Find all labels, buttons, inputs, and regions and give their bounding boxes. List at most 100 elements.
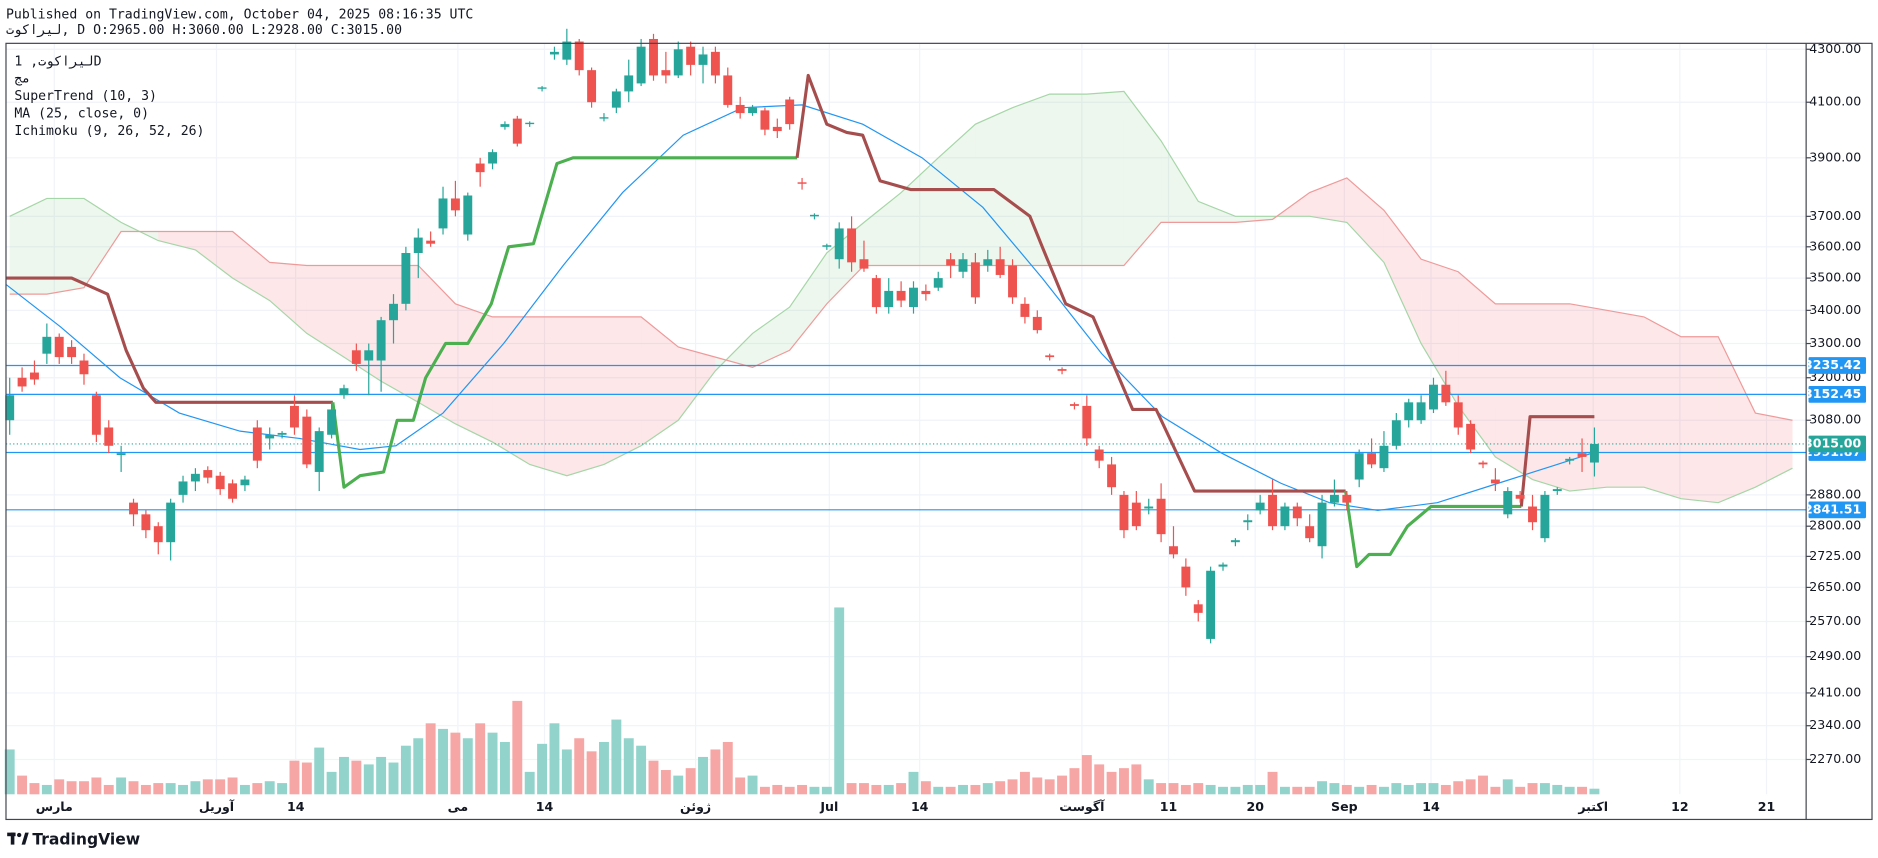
legend-entry: MA (25, close, 0) — [14, 106, 149, 121]
volume-bar — [301, 762, 312, 795]
candle-body — [1490, 479, 1500, 484]
cloud-segment — [975, 107, 1013, 266]
volume-bar — [784, 786, 795, 795]
volume-bar — [1193, 783, 1204, 795]
candle-body — [525, 122, 535, 125]
candle-body — [562, 41, 572, 60]
volume-bar — [1218, 786, 1228, 795]
candle-body — [537, 87, 547, 89]
volume-bar — [438, 728, 448, 795]
volume-bar — [1069, 768, 1080, 795]
candle-body — [1131, 502, 1141, 527]
volume-bar — [673, 775, 684, 795]
cloud-segment — [863, 192, 902, 266]
candle-body — [1367, 453, 1377, 465]
volume-bar — [1577, 786, 1587, 795]
ma-line — [5, 104, 1595, 512]
candle-body — [661, 70, 671, 76]
x-tick-label: Sep — [1331, 799, 1358, 814]
volume-bar — [821, 786, 832, 795]
legend-entry: Ichimoku (9, 26, 52, 26) — [14, 124, 204, 139]
volume-bar — [190, 781, 201, 795]
candle-body — [649, 38, 658, 76]
logo-shape — [17, 832, 22, 838]
candle-body — [376, 320, 386, 361]
volume-bar — [1180, 784, 1191, 795]
cloud-segment — [1755, 413, 1793, 488]
volume-bar — [648, 760, 659, 795]
candle-body — [302, 416, 312, 465]
candle-body — [995, 259, 1005, 275]
cloud-segment — [306, 265, 344, 358]
volume-bar — [512, 700, 523, 795]
cloud-segment — [1421, 259, 1459, 406]
volume-bar — [41, 784, 52, 795]
candle-body — [983, 259, 993, 266]
volume-bar — [425, 723, 436, 795]
y-tick-label: 3300.00 — [1809, 335, 1861, 350]
volume-bar — [462, 738, 473, 795]
candle-body — [5, 395, 15, 421]
candle-body — [1008, 265, 1017, 298]
volume-bar — [586, 751, 597, 795]
brand: TradingView — [32, 830, 140, 848]
volume-bar — [79, 781, 89, 795]
candle-body — [54, 336, 64, 358]
cloud-segment — [381, 265, 419, 403]
candle-body — [277, 432, 287, 435]
candle-body — [1255, 502, 1265, 511]
x-tick-label: 14 — [911, 799, 929, 814]
candle-body — [896, 290, 906, 301]
last-price-label: 3015.00 — [1804, 435, 1861, 450]
candle-body — [946, 259, 956, 266]
volume-bar — [660, 770, 671, 795]
volume-bar — [1552, 784, 1563, 795]
volume-bar — [747, 775, 758, 795]
candle-body — [500, 124, 510, 127]
cloud-segment — [529, 316, 567, 476]
cloud-segment — [492, 316, 530, 465]
candle-body — [1181, 566, 1191, 588]
volume-bar — [499, 741, 510, 795]
volume-bar — [140, 784, 151, 795]
candle-body — [203, 470, 213, 478]
volume-bar — [1242, 784, 1253, 795]
candle-body — [153, 526, 163, 543]
y-tick-label: 2570.00 — [1809, 613, 1861, 628]
candle-body — [1268, 494, 1277, 527]
x-tick-label: مارس — [36, 799, 73, 814]
candle-body — [1391, 420, 1401, 446]
volume-bar — [1440, 784, 1451, 795]
candle-body — [1416, 402, 1426, 421]
candle-body — [1429, 384, 1438, 410]
candle-body — [549, 51, 559, 55]
logo-shape — [10, 832, 15, 845]
volume-bar — [54, 779, 65, 795]
frame — [5, 42, 1873, 821]
candle-body — [884, 290, 894, 308]
volume-bar — [1119, 768, 1129, 795]
volume-bar — [1131, 764, 1142, 795]
x-tick-label: 21 — [1758, 799, 1775, 814]
cloud-segment — [83, 198, 122, 288]
volume-bar — [1329, 783, 1340, 795]
volume-bar — [1044, 779, 1055, 795]
price-label: 2841.51 — [1804, 501, 1861, 516]
volume-bar — [1081, 755, 1092, 795]
candle-body — [129, 502, 138, 515]
supertrend-line — [1519, 415, 1595, 507]
volume-bar — [289, 760, 300, 795]
cloud-segment — [1198, 201, 1236, 223]
volume-bar — [685, 768, 696, 795]
candle-body — [141, 514, 151, 531]
y-tick-label: 2800.00 — [1809, 518, 1861, 533]
cloud-segment — [195, 231, 233, 279]
volume-bar — [1515, 786, 1526, 795]
cloud-segment — [1235, 216, 1273, 223]
y-tick-label: 3900.00 — [1809, 149, 1861, 164]
volume-bar — [636, 745, 647, 795]
candle-body — [314, 431, 324, 472]
candle-body — [785, 99, 795, 125]
volume-bar — [1255, 784, 1266, 795]
volume-bar — [809, 786, 820, 795]
